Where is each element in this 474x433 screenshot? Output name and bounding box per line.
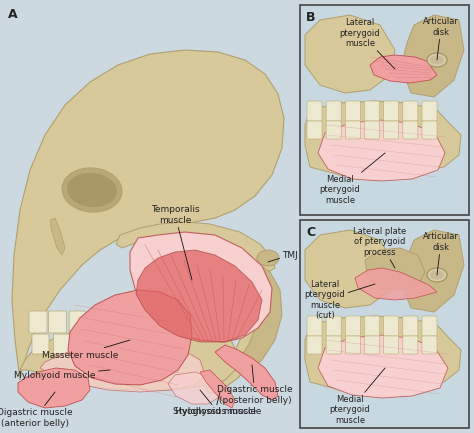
- Text: Articular
disk: Articular disk: [423, 232, 459, 275]
- FancyBboxPatch shape: [383, 121, 399, 139]
- Polygon shape: [168, 372, 220, 404]
- Text: Lateral
pterygoid
muscle
(cut): Lateral pterygoid muscle (cut): [305, 280, 375, 320]
- FancyBboxPatch shape: [48, 311, 66, 333]
- FancyBboxPatch shape: [346, 121, 360, 139]
- FancyBboxPatch shape: [147, 311, 164, 333]
- FancyBboxPatch shape: [307, 336, 322, 354]
- FancyBboxPatch shape: [97, 334, 112, 354]
- FancyBboxPatch shape: [422, 101, 437, 121]
- FancyBboxPatch shape: [29, 311, 47, 333]
- FancyBboxPatch shape: [422, 121, 437, 139]
- FancyBboxPatch shape: [307, 101, 322, 121]
- Text: Mylohyoid muscle: Mylohyoid muscle: [14, 370, 110, 379]
- Ellipse shape: [62, 168, 122, 212]
- FancyBboxPatch shape: [300, 5, 469, 215]
- Ellipse shape: [257, 250, 279, 266]
- FancyBboxPatch shape: [89, 311, 105, 333]
- Text: A: A: [8, 8, 18, 21]
- FancyBboxPatch shape: [54, 334, 70, 354]
- FancyBboxPatch shape: [365, 101, 380, 121]
- Text: Lateral plate
of pterygoid
process: Lateral plate of pterygoid process: [354, 227, 407, 268]
- Polygon shape: [305, 316, 461, 392]
- Polygon shape: [318, 335, 448, 398]
- Polygon shape: [305, 230, 395, 308]
- FancyBboxPatch shape: [69, 311, 85, 333]
- FancyBboxPatch shape: [161, 334, 176, 354]
- FancyBboxPatch shape: [346, 336, 360, 354]
- FancyBboxPatch shape: [307, 316, 322, 336]
- Polygon shape: [40, 342, 205, 392]
- FancyBboxPatch shape: [140, 334, 155, 354]
- FancyBboxPatch shape: [346, 101, 360, 121]
- FancyBboxPatch shape: [365, 316, 380, 336]
- FancyBboxPatch shape: [383, 316, 399, 336]
- Text: Medial
pterygoid
muscle: Medial pterygoid muscle: [319, 153, 385, 205]
- Text: Masseter muscle: Masseter muscle: [42, 340, 130, 359]
- Polygon shape: [215, 345, 278, 400]
- Polygon shape: [370, 55, 437, 83]
- Text: Medial
pterygoid
muscle: Medial pterygoid muscle: [330, 368, 385, 425]
- FancyBboxPatch shape: [365, 121, 380, 139]
- Polygon shape: [401, 230, 464, 312]
- FancyBboxPatch shape: [167, 311, 183, 333]
- Text: C: C: [306, 226, 315, 239]
- Polygon shape: [12, 50, 284, 380]
- FancyBboxPatch shape: [403, 316, 418, 336]
- FancyBboxPatch shape: [118, 334, 133, 354]
- FancyBboxPatch shape: [403, 101, 418, 121]
- Text: Stylohyoid muscle: Stylohyoid muscle: [173, 392, 256, 417]
- Ellipse shape: [427, 268, 447, 282]
- Polygon shape: [305, 15, 395, 93]
- FancyBboxPatch shape: [300, 220, 469, 428]
- FancyBboxPatch shape: [383, 336, 399, 354]
- FancyBboxPatch shape: [307, 121, 322, 139]
- FancyBboxPatch shape: [76, 334, 91, 354]
- FancyBboxPatch shape: [128, 311, 144, 333]
- FancyBboxPatch shape: [403, 336, 418, 354]
- Polygon shape: [136, 250, 262, 342]
- FancyBboxPatch shape: [383, 101, 399, 121]
- Text: Digastric muscle
(anterior belly): Digastric muscle (anterior belly): [0, 392, 73, 428]
- FancyBboxPatch shape: [346, 316, 360, 336]
- Text: Hyoglossus muscle: Hyoglossus muscle: [175, 390, 261, 417]
- Polygon shape: [355, 268, 437, 300]
- FancyBboxPatch shape: [108, 311, 124, 333]
- Polygon shape: [205, 255, 265, 394]
- Polygon shape: [200, 370, 235, 408]
- FancyBboxPatch shape: [326, 101, 341, 121]
- Text: Articular
disk: Articular disk: [423, 17, 459, 60]
- FancyBboxPatch shape: [32, 334, 49, 354]
- Ellipse shape: [430, 271, 444, 279]
- FancyBboxPatch shape: [422, 316, 437, 336]
- FancyBboxPatch shape: [326, 316, 341, 336]
- Text: B: B: [306, 11, 316, 24]
- FancyBboxPatch shape: [365, 336, 380, 354]
- Polygon shape: [130, 232, 272, 342]
- Text: Digastric muscle
(posterior belly): Digastric muscle (posterior belly): [217, 365, 293, 405]
- Polygon shape: [62, 175, 120, 195]
- Polygon shape: [18, 368, 90, 408]
- Polygon shape: [318, 120, 445, 181]
- Text: Lateral
pterygoid
muscle: Lateral pterygoid muscle: [340, 18, 395, 69]
- Ellipse shape: [430, 55, 444, 65]
- Ellipse shape: [427, 53, 447, 67]
- Ellipse shape: [67, 173, 117, 207]
- Polygon shape: [68, 290, 192, 385]
- Polygon shape: [116, 222, 275, 272]
- Polygon shape: [365, 248, 425, 290]
- FancyBboxPatch shape: [326, 121, 341, 139]
- Text: TMJ: TMJ: [268, 251, 298, 262]
- Polygon shape: [238, 262, 282, 372]
- Polygon shape: [305, 101, 461, 177]
- FancyBboxPatch shape: [403, 121, 418, 139]
- Polygon shape: [50, 218, 65, 255]
- FancyBboxPatch shape: [422, 336, 437, 354]
- FancyBboxPatch shape: [326, 336, 341, 354]
- FancyBboxPatch shape: [0, 0, 295, 433]
- Polygon shape: [20, 316, 238, 390]
- Polygon shape: [401, 15, 464, 97]
- Text: Temporalis
muscle: Temporalis muscle: [151, 205, 199, 280]
